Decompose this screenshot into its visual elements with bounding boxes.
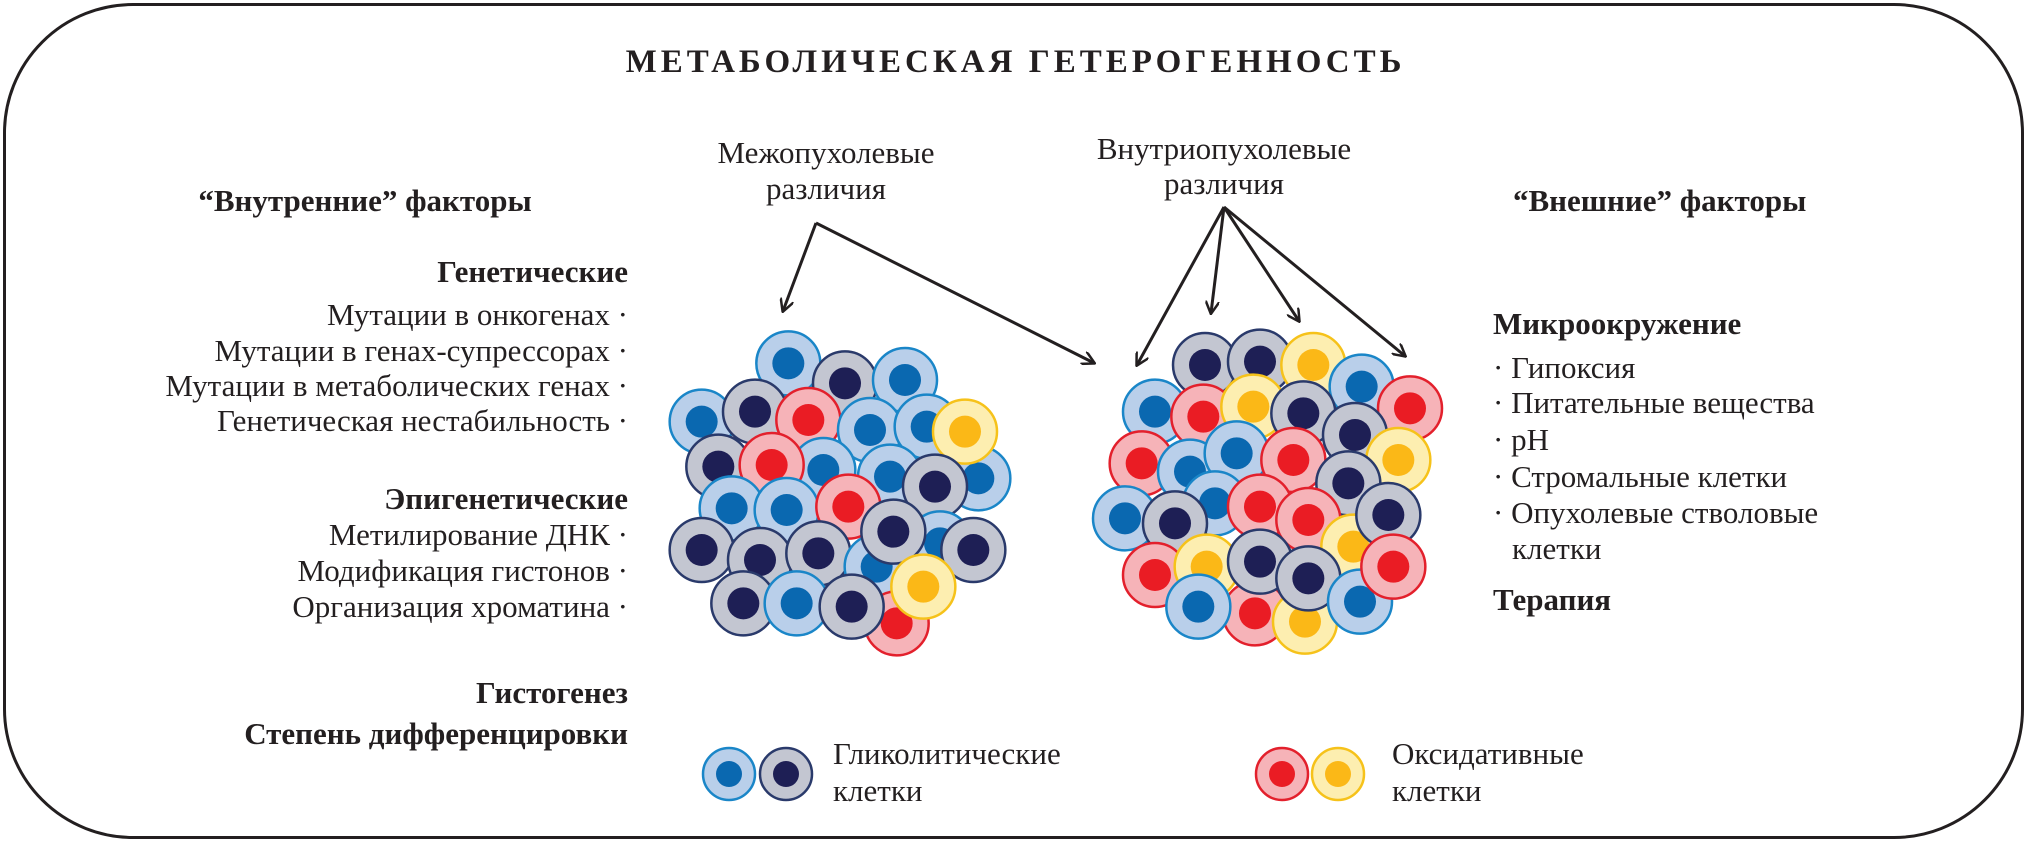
arrow (815, 221, 1094, 363)
intra-label-2: различия (1163, 166, 1284, 201)
gray-cell (1275, 545, 1342, 612)
epigenetic-item: Метилирование ДНК · (328, 517, 628, 552)
epigenetic-item: Модификация гистонов · (297, 553, 628, 588)
arrow (1223, 205, 1405, 356)
gray-cell (785, 520, 852, 587)
gray-cell (721, 378, 789, 445)
legend-oxidative-label-1: Оксидативные (1392, 736, 1584, 771)
gray-cell (901, 453, 969, 520)
internal-header: “Внутренние” факторы (198, 183, 532, 218)
inter-label-1: Межопухолевые (717, 135, 935, 170)
gray-cell (940, 516, 1007, 584)
genetic-item: Мутации в онкогенах · (327, 297, 628, 332)
inter-label-2: различия (765, 171, 886, 206)
genetic-item: Мутации в генах-супрессорах · (214, 333, 628, 368)
epigenetic-item: Организация хроматина · (292, 589, 628, 624)
genetic-title: Генетические (437, 254, 628, 289)
arrow (1137, 206, 1226, 365)
blue-cell (701, 746, 757, 802)
diagram-title: МЕТАБОЛИЧЕСКАЯ ГЕТЕРОГЕННОСТЬ (625, 44, 1406, 80)
yellow-cell (890, 553, 957, 620)
gray-cell (818, 573, 885, 640)
yellow-cell (931, 398, 999, 465)
intertumoral-cluster (668, 330, 1012, 657)
intratumoral-cluster (1091, 328, 1444, 655)
arrow (1222, 206, 1299, 321)
yellow-cell (1310, 746, 1366, 802)
intra-label-1: Внутриопухолевые (1096, 131, 1352, 166)
red-cell (1376, 375, 1444, 442)
histogenesis: Гистогенез (476, 675, 628, 710)
red-cell (1254, 746, 1310, 802)
genetic-item: Мутации в метаболических генах · (165, 368, 628, 403)
blue-cell (1165, 573, 1232, 640)
legend-cells (701, 746, 1366, 802)
gray-cell (668, 516, 735, 584)
legend-glycolytic-label-1: Гликолитические (833, 736, 1061, 771)
external-header: “Внешние” факторы (1513, 183, 1807, 218)
microenv-item: · pH (1493, 422, 1549, 457)
genetic-item: Генетическая нестабильность · (217, 403, 628, 438)
epigenetic-title: Эпигенетические (384, 481, 628, 516)
microenv-item: · Гипоксия (1493, 350, 1636, 385)
red-cell (1360, 533, 1427, 600)
legend-glycolytic-label-2: клетки (833, 773, 923, 808)
diagram-frame (3, 3, 2024, 839)
differentiation: Степень дифференцировки (244, 716, 628, 751)
microenv-item: · Опухолевые стволовые (1493, 495, 1819, 530)
legend-oxidative-label-2: клетки (1392, 773, 1482, 808)
gray-cell (758, 746, 814, 802)
therapy: Терапия (1493, 582, 1612, 617)
gray-cell (860, 498, 927, 565)
arrow (1211, 206, 1226, 313)
microenv-title: Микроокружение (1493, 306, 1742, 341)
microenv-item: · Питательные вещества (1493, 385, 1815, 420)
microenv-item: клетки (1512, 531, 1602, 566)
microenv-item: · Стромальные клетки (1493, 459, 1788, 494)
arrow (783, 222, 818, 311)
